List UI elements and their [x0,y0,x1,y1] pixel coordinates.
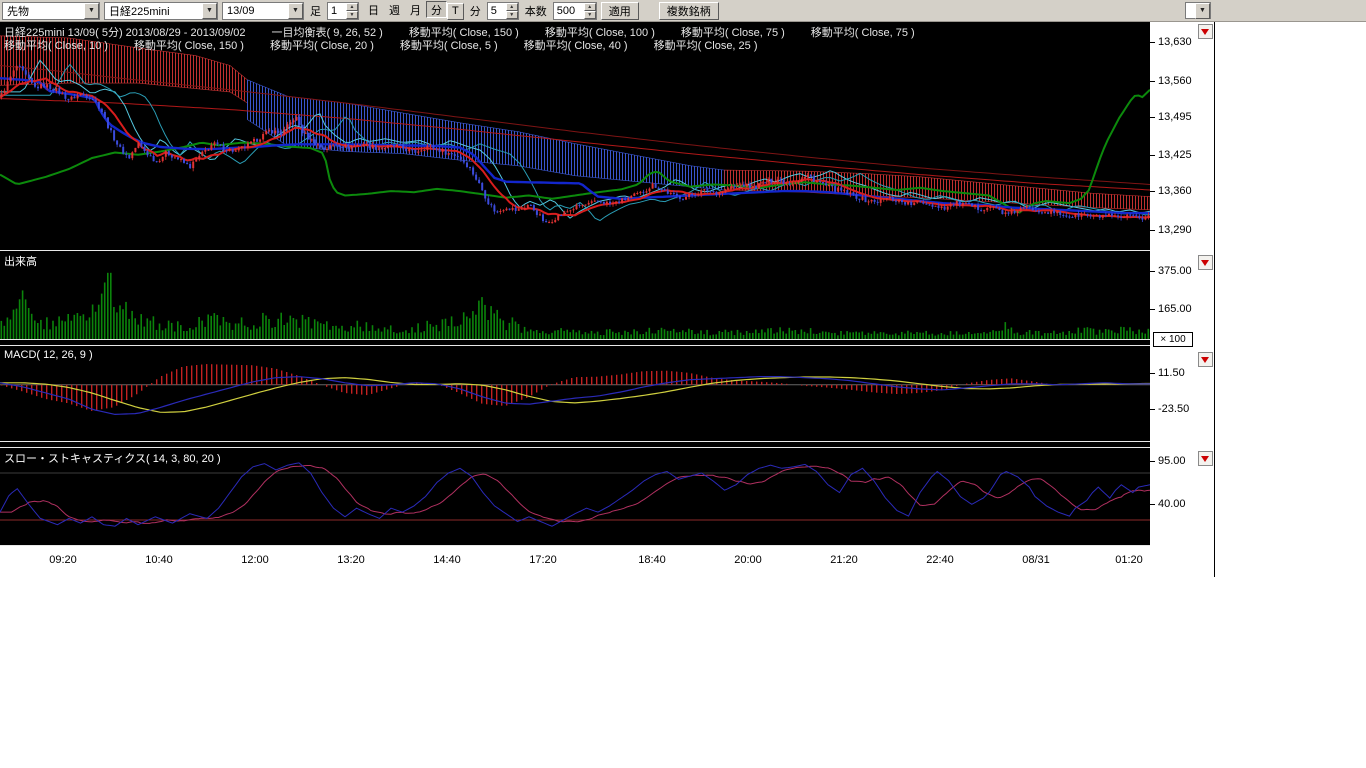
pane-separator [0,250,1150,251]
minute-label: 分 [470,3,481,19]
axis-tick [1150,230,1155,231]
chart-area: 日経225mini 13/09( 5分) 2013/08/29 - 2013/0… [0,22,1150,546]
axis-tick [1150,155,1155,156]
pane-separator [0,339,1150,340]
axis-tick [1150,81,1155,82]
price-axis-label: 13,290 [1158,224,1192,236]
time-axis-label: 09:20 [49,554,77,566]
pane-separator [0,447,1150,448]
axis-tick [1150,409,1155,410]
legend-item: 移動平均( Close, 10 ) [4,37,108,53]
symbol-combobox[interactable]: 日経225mini ▼ [104,2,218,20]
volume-axis-label: 165.00 [1158,303,1192,315]
time-axis-label: 18:40 [638,554,666,566]
period-button-月[interactable]: 月 [405,1,426,18]
volume-pane-label: 出来高 [4,253,37,269]
time-axis-label: 13:20 [337,554,365,566]
instrument-value: 先物 [3,3,84,19]
time-axis-label: 22:40 [926,554,954,566]
pane-scale-dropdown-button[interactable] [1198,255,1213,270]
time-axis-label: 12:00 [241,554,269,566]
price-axis-label: 13,495 [1158,111,1192,123]
stochastics-pane-label: スロー・ストキャスティクス( 14, 3, 80, 20 ) [4,450,221,466]
multi-symbol-button[interactable]: 複数銘柄 [659,2,719,20]
price-axis-column: × 100 13,630 13,560 13,495 13,425 13,360 13,2… [1150,22,1215,577]
interval-value: 1 [328,3,346,19]
toolbar: 先物 ▼ 日経225mini ▼ 13/09 ▼ 足 1 ▲▼ 日週月分T 分 … [0,0,1366,22]
period-button-group: 日週月分T [363,1,464,20]
pane-separator [0,441,1150,442]
axis-tick [1150,42,1155,43]
macd-pane-canvas [0,346,1150,441]
time-axis-label: 01:20 [1115,554,1143,566]
pane-scale-dropdown-button[interactable] [1198,24,1213,39]
chevron-down-icon[interactable]: ▼ [84,3,99,19]
price-pane-canvas [0,22,1150,250]
price-axis-label: 13,560 [1158,75,1192,87]
count-label: 本数 [525,3,547,19]
time-axis-label: 20:00 [734,554,762,566]
stoch-axis-label: 95.00 [1158,455,1186,467]
axis-tick [1150,373,1155,374]
minute-spinner[interactable]: 5 ▲▼ [487,2,519,20]
price-axis-label: 13,630 [1158,36,1192,48]
time-axis: 09:20 10:40 12:00 13:20 14:40 17:20 18:40 20:00… [0,546,1151,577]
count-value: 500 [554,3,584,19]
legend-item: 移動平均( Close, 150 ) [134,37,244,53]
legend-row-2: 移動平均( Close, 10 ) 移動平均( Close, 150 ) 移動平均(… [4,37,758,53]
legend-item: 移動平均( Close, 20 ) [270,37,374,53]
axis-tick [1150,461,1155,462]
minute-value: 5 [488,3,506,19]
legend-item: 移動平均( Close, 40 ) [524,37,628,53]
legend-item: 移動平均( Close, 75 ) [811,24,915,40]
period-button-分[interactable]: 分 [426,1,447,18]
apply-button[interactable]: 適用 [601,2,639,20]
legend-item: 移動平均( Close, 5 ) [400,37,498,53]
interval-spinner[interactable]: 1 ▲▼ [327,2,359,20]
time-axis-label: 21:20 [830,554,858,566]
bar-type-label: 足 [310,3,321,19]
axis-tick [1150,191,1155,192]
time-axis-label: 10:40 [145,554,173,566]
axis-tick [1150,309,1155,310]
axis-tick [1150,504,1155,505]
price-axis-label: 13,360 [1158,185,1192,197]
chevron-down-icon[interactable]: ▼ [202,3,217,19]
macd-axis-label: -23.50 [1158,403,1189,415]
period-button-週[interactable]: 週 [384,1,405,18]
pane-separator [0,345,1150,346]
pane-scale-dropdown-button[interactable] [1198,451,1213,466]
toolbar-right-dropdown[interactable]: ▼ [1185,2,1211,19]
contract-value: 13/09 [223,5,288,17]
axis-tick [1150,117,1155,118]
instrument-combobox[interactable]: 先物 ▼ [2,2,100,20]
spinner-arrows-icon[interactable]: ▲▼ [346,3,358,19]
pane-scale-dropdown-button[interactable] [1198,352,1213,367]
period-button-T[interactable]: T [447,3,464,20]
symbol-value: 日経225mini [105,3,202,19]
spinner-arrows-icon[interactable]: ▲▼ [506,3,518,19]
time-axis-label: 17:20 [529,554,557,566]
macd-pane-label: MACD( 12, 26, 9 ) [4,349,93,361]
contract-combobox[interactable]: 13/09 ▼ [222,2,304,20]
period-button-日[interactable]: 日 [363,1,384,18]
volume-multiplier-badge: × 100 [1153,332,1193,347]
macd-axis-label: 11.50 [1158,367,1185,379]
axis-tick [1150,271,1155,272]
chevron-down-icon: ▼ [1195,3,1210,19]
time-axis-label: 14:40 [433,554,461,566]
chevron-down-icon[interactable]: ▼ [288,3,303,19]
volume-bars-layer [1,273,1150,339]
price-axis-label: 13,425 [1158,149,1192,161]
spinner-arrows-icon[interactable]: ▲▼ [584,3,596,19]
stoch-axis-label: 40.00 [1158,498,1186,510]
volume-axis-label: 375.00 [1158,265,1192,277]
count-spinner[interactable]: 500 ▲▼ [553,2,597,20]
volume-pane-canvas [0,252,1150,339]
legend-item: 移動平均( Close, 25 ) [654,37,758,53]
time-axis-label: 08/31 [1022,554,1050,566]
